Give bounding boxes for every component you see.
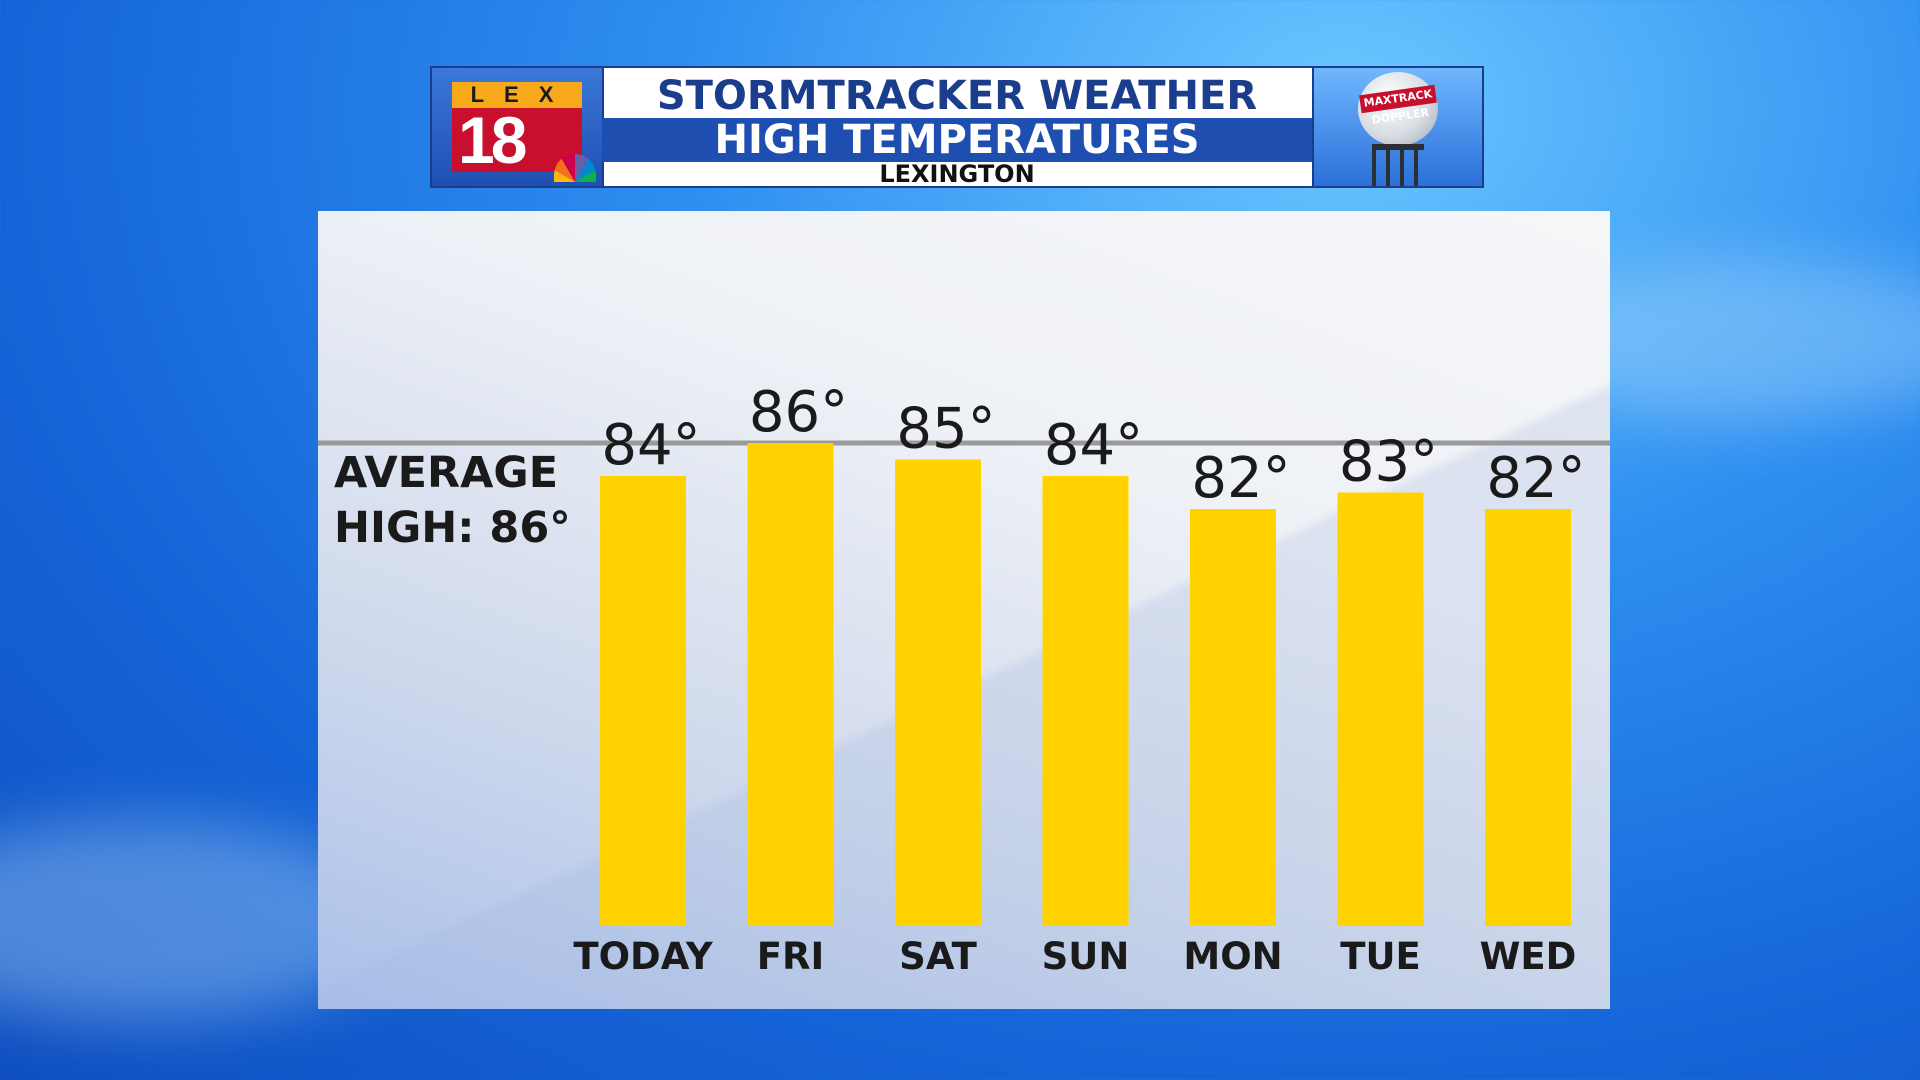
header-banner: LEX 18 STORMTRACKER WEATHER HIGH TEMPERA…: [430, 66, 1484, 188]
bar-wed: [1485, 509, 1571, 926]
bar-today: [600, 476, 686, 926]
chart-panel: 84° TODAY 86° FRI 85° SAT 84° SUN 82° MON 83° TUE 82…: [318, 211, 1610, 1009]
category-label-fri: FRI: [757, 935, 825, 978]
value-label-sat: 85°: [896, 397, 995, 462]
value-label-today: 84°: [601, 413, 700, 478]
bar-chart: 84° TODAY 86° FRI 85° SAT 84° SUN 82° MON 83° TUE 82…: [318, 380, 1610, 978]
logo-letters: LEX: [452, 82, 582, 108]
value-label-tue: 83°: [1339, 430, 1438, 495]
average-high-label: AVERAGE HIGH: 86°: [334, 448, 571, 553]
value-label-mon: 82°: [1191, 446, 1290, 511]
category-label-sun: SUN: [1042, 935, 1130, 978]
station-logo: LEX 18: [432, 68, 604, 186]
category-label-sat: SAT: [899, 935, 977, 978]
value-label-fri: 86°: [749, 380, 848, 445]
peacock-icon: [554, 154, 596, 182]
title-area: STORMTRACKER WEATHER HIGH TEMPERATURES L…: [602, 68, 1312, 186]
bar-fri: [747, 443, 834, 926]
title-band: HIGH TEMPERATURES: [602, 118, 1312, 162]
title-line-2: HIGH TEMPERATURES: [714, 117, 1200, 163]
radar-logo: MAXTRACK DOPPLER: [1312, 68, 1482, 186]
category-label-today: TODAY: [573, 935, 713, 978]
category-label-mon: MON: [1183, 935, 1282, 978]
title-line-3: LEXINGTON: [879, 160, 1035, 188]
title-line-1: STORMTRACKER WEATHER: [656, 73, 1258, 119]
bar-tue: [1337, 492, 1424, 926]
radar-tower-icon: [1372, 144, 1424, 186]
bar-mon: [1190, 509, 1276, 926]
category-label-tue: TUE: [1340, 935, 1421, 978]
category-label-wed: WED: [1480, 935, 1577, 978]
value-label-wed: 82°: [1486, 446, 1585, 511]
bar-sat: [895, 459, 981, 926]
value-label-sun: 84°: [1044, 413, 1143, 478]
bar-sun: [1042, 476, 1129, 926]
